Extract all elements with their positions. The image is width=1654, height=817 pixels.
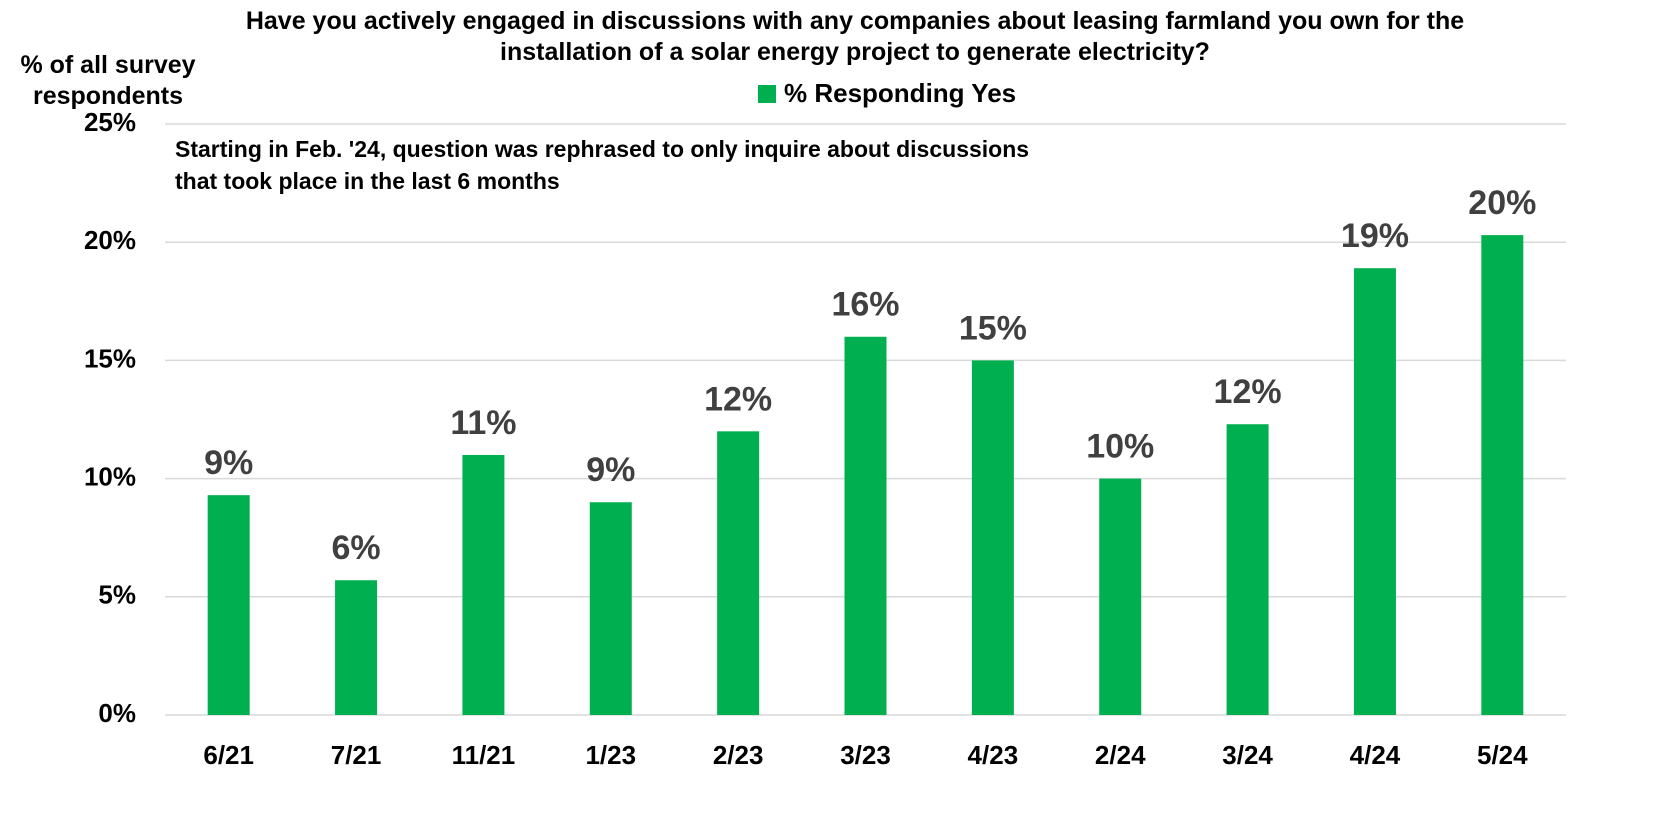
legend-label: % Responding Yes: [784, 78, 1016, 108]
bar: [462, 454, 505, 715]
value-label: 12%: [1214, 373, 1282, 411]
y-tick-label: 25%: [84, 107, 136, 137]
x-tick-label: 2/24: [1095, 740, 1146, 770]
bar: [1099, 478, 1142, 715]
x-tick-label: 6/21: [203, 740, 254, 770]
y-tick-label: 0%: [98, 698, 136, 728]
bar: [207, 495, 250, 715]
value-label: 11%: [450, 404, 516, 442]
x-tick-label: 5/24: [1477, 740, 1528, 770]
value-label: 15%: [959, 309, 1027, 347]
y-tick-label: 5%: [98, 580, 136, 610]
legend-swatch: [758, 85, 776, 103]
x-tick-label: 1/23: [585, 740, 636, 770]
x-tick-label: 11/21: [452, 740, 516, 770]
y-tick-label: 10%: [84, 461, 136, 491]
value-label: 9%: [204, 444, 253, 482]
value-label: 12%: [704, 380, 772, 418]
bar: [335, 580, 378, 715]
value-label: 6%: [331, 529, 380, 567]
x-tick-label: 3/23: [840, 740, 891, 770]
bar: [1481, 235, 1524, 715]
y-tick-label: 15%: [84, 343, 136, 373]
x-tick-label: 7/21: [331, 740, 382, 770]
bar: [1226, 424, 1269, 715]
value-label: 19%: [1341, 217, 1409, 255]
value-label: 20%: [1468, 184, 1536, 222]
bar: [717, 431, 760, 715]
value-label: 16%: [831, 286, 899, 324]
chart-title: Have you actively engaged in discussions…: [245, 7, 1465, 66]
x-tick-label: 3/24: [1222, 740, 1273, 770]
value-label: 9%: [586, 451, 635, 489]
bar: [971, 360, 1014, 715]
y-axis-title: % of all survey respondents: [20, 51, 196, 110]
x-tick-label: 2/23: [713, 740, 764, 770]
x-tick-label: 4/23: [968, 740, 1019, 770]
value-label: 10%: [1086, 428, 1154, 466]
x-tick-label: 4/24: [1350, 740, 1401, 770]
bar: [844, 336, 887, 715]
y-tick-label: 20%: [84, 225, 136, 255]
annotation: Starting in Feb. '24, question was rephr…: [175, 136, 1030, 194]
bar: [1353, 268, 1396, 715]
bar: [589, 502, 632, 715]
